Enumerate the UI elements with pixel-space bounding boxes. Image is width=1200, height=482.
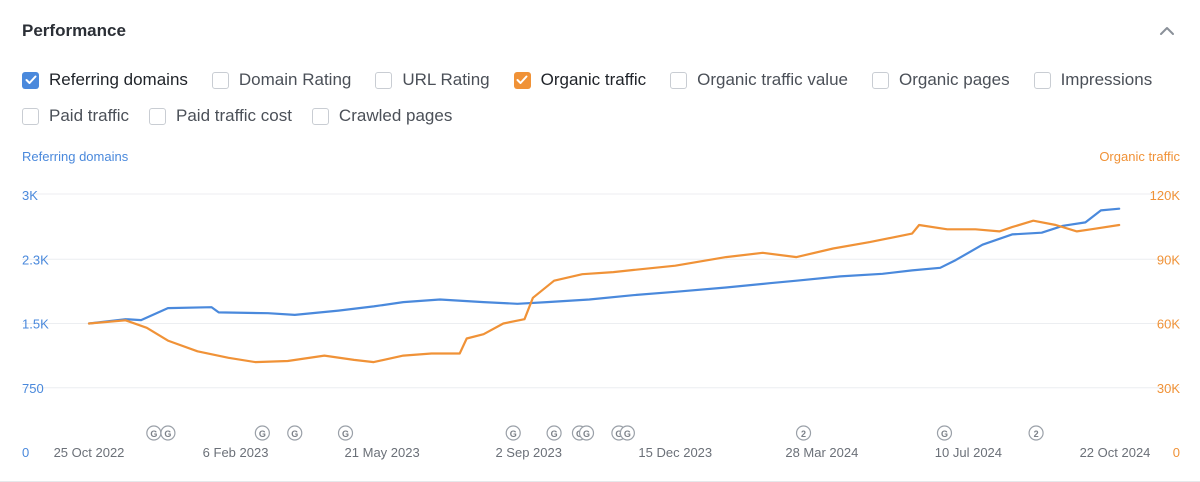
x-tick-label: 22 Oct 2024 (1080, 445, 1151, 460)
metric-label: Crawled pages (338, 106, 453, 125)
metric-toggle-organic-traffic-value[interactable]: Organic traffic value (670, 70, 848, 90)
series-line-organic-traffic (87, 219, 1121, 364)
metric-selector: Referring domains Domain Rating URL Rating… (22, 70, 1172, 142)
metric-label: Impressions (1060, 70, 1153, 89)
metric-label: Referring domains (49, 70, 188, 89)
metric-toggle-organic-pages[interactable]: Organic pages (872, 70, 1010, 90)
update-marker-label: G (150, 429, 157, 439)
metric-row: Paid traffic Paid traffic cost Crawled pag… (22, 106, 1172, 126)
panel-header: Performance (22, 20, 1178, 44)
update-marker-label: G (583, 429, 590, 439)
right-tick-label: 60K (1157, 317, 1180, 332)
x-tick-label: 2 Sep 2023 (495, 445, 562, 460)
right-tick-label: 30K (1157, 381, 1180, 396)
right-tick-label: 90K (1157, 252, 1180, 267)
checkbox-paid-traffic[interactable] (22, 107, 39, 125)
metric-label: Paid traffic cost (176, 106, 292, 125)
right-axis-title: Organic traffic (1099, 149, 1180, 164)
left-tick-label: 0 (22, 445, 29, 460)
metric-toggle-referring-domains[interactable]: Referring domains (22, 70, 188, 90)
update-marker-label: G (551, 429, 558, 439)
update-marker (160, 425, 176, 441)
metric-label: Organic pages (899, 70, 1010, 89)
left-tick-label: 2.3K (22, 252, 49, 267)
left-tick-label: 750 (22, 381, 44, 396)
update-marker (546, 425, 562, 441)
metric-label: Paid traffic (49, 106, 130, 125)
checkbox-domain-rating[interactable] (211, 71, 229, 89)
metric-toggle-paid-traffic[interactable]: Paid traffic (22, 106, 129, 126)
update-marker (505, 425, 521, 441)
update-marker-label: G (291, 429, 298, 439)
collapse-button[interactable] (1156, 20, 1178, 42)
update-marker (337, 425, 354, 441)
update-marker (578, 425, 595, 441)
metric-label: Organic traffic (540, 70, 647, 89)
chevron-up-icon (1160, 27, 1174, 35)
update-marker (1028, 425, 1044, 441)
left-tick-label: 1.5K (22, 317, 49, 332)
update-marker-label: G (941, 429, 948, 439)
metric-toggle-url-rating[interactable]: URL Rating (375, 70, 490, 90)
chart-canvas: 0 750 1.5K 2.3K 3K 0 30K 60K 90K 120K 25 Oct 2022 6… (22, 188, 1181, 460)
update-marker-label: G (624, 429, 631, 439)
left-axis-title: Referring domains (22, 149, 129, 164)
update-marker-label: G (510, 429, 517, 439)
checkbox-referring-domains[interactable] (22, 71, 39, 89)
update-marker (619, 425, 635, 441)
x-tick-label: 25 Oct 2022 (54, 445, 125, 460)
update-marker-label: G (259, 429, 266, 439)
update-marker-label: G (164, 429, 171, 439)
metric-toggle-organic-traffic[interactable]: Organic traffic (513, 70, 647, 90)
checkbox-paid-traffic-cost[interactable] (149, 107, 167, 125)
update-marker (254, 425, 270, 441)
x-tick-label: 28 Mar 2024 (785, 445, 858, 460)
metric-toggle-crawled-pages[interactable]: Crawled pages (311, 106, 453, 126)
update-marker (936, 425, 953, 441)
update-marker (795, 425, 812, 441)
checkbox-organic-traffic-value[interactable] (670, 71, 688, 89)
x-tick-label: 15 Dec 2023 (638, 445, 712, 460)
x-tick-label: 10 Jul 2024 (935, 445, 1002, 460)
right-tick-label: 120K (1150, 188, 1181, 203)
x-tick-label: 6 Feb 2023 (203, 445, 269, 460)
update-marker-label: 2 (1034, 429, 1039, 439)
checkmark-icon (25, 75, 36, 84)
right-tick-label: 0 (1173, 445, 1180, 460)
metric-toggle-impressions[interactable]: Impressions (1033, 70, 1153, 90)
checkbox-crawled-pages[interactable] (311, 107, 329, 125)
update-marker-label: 2 (801, 429, 806, 439)
series-line-referring-domains (87, 207, 1121, 325)
metric-row: Referring domains Domain Rating URL Rating… (22, 70, 1172, 90)
update-marker (287, 425, 303, 441)
update-marker-label: G (342, 429, 349, 439)
checkmark-icon (516, 75, 528, 84)
metric-label: Domain Rating (238, 70, 352, 89)
checkbox-impressions[interactable] (1033, 71, 1051, 89)
metric-toggle-domain-rating[interactable]: Domain Rating (211, 70, 352, 90)
checkbox-organic-traffic[interactable] (513, 71, 531, 89)
performance-chart: 0 750 1.5K 2.3K 3K 0 30K 60K 90K 120K 25 Oct 2022 6… (0, 165, 1200, 465)
panel-title: Performance (22, 21, 126, 40)
metric-label: URL Rating (402, 70, 490, 89)
metric-toggle-paid-traffic-cost[interactable]: Paid traffic cost (149, 106, 292, 126)
update-marker-label: G (615, 429, 622, 439)
metric-label: Organic traffic value (697, 70, 848, 89)
checkbox-organic-pages[interactable] (872, 71, 889, 89)
left-tick-label: 3K (22, 188, 38, 203)
x-tick-label: 21 May 2023 (345, 445, 420, 460)
checkbox-url-rating[interactable] (375, 71, 393, 89)
